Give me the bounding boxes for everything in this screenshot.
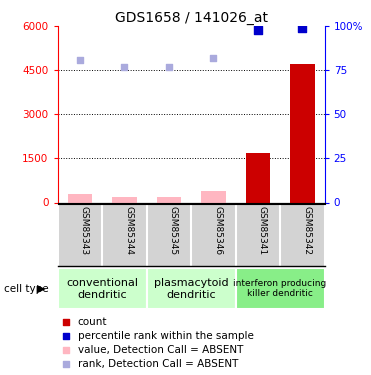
Text: interferon producing
killer dendritic: interferon producing killer dendritic bbox=[233, 279, 327, 298]
Bar bbox=[157, 196, 181, 202]
Text: value, Detection Call = ABSENT: value, Detection Call = ABSENT bbox=[78, 345, 243, 355]
Text: GSM85346: GSM85346 bbox=[213, 206, 222, 255]
Point bbox=[121, 64, 127, 70]
Text: GSM85342: GSM85342 bbox=[302, 206, 311, 255]
Text: GSM85345: GSM85345 bbox=[169, 206, 178, 255]
Point bbox=[299, 25, 305, 31]
Bar bbox=[290, 64, 315, 203]
Bar bbox=[147, 268, 236, 309]
Text: ▶: ▶ bbox=[37, 284, 46, 294]
Bar bbox=[246, 153, 270, 203]
Bar bbox=[201, 191, 226, 202]
Point bbox=[63, 361, 69, 367]
Point bbox=[63, 347, 69, 353]
Text: percentile rank within the sample: percentile rank within the sample bbox=[78, 332, 253, 341]
Point bbox=[166, 64, 172, 70]
Point bbox=[63, 333, 69, 339]
Title: GDS1658 / 141026_at: GDS1658 / 141026_at bbox=[115, 11, 267, 25]
Text: plasmacytoid
dendritic: plasmacytoid dendritic bbox=[154, 278, 229, 300]
Point bbox=[63, 320, 69, 326]
Point bbox=[77, 57, 83, 63]
Text: GSM85343: GSM85343 bbox=[80, 206, 89, 255]
Text: cell type: cell type bbox=[4, 284, 48, 294]
Bar bbox=[68, 194, 92, 202]
Text: GSM85341: GSM85341 bbox=[258, 206, 267, 255]
Bar bbox=[236, 268, 325, 309]
Bar bbox=[112, 197, 137, 202]
Point bbox=[210, 55, 216, 61]
Text: count: count bbox=[78, 317, 107, 327]
Text: rank, Detection Call = ABSENT: rank, Detection Call = ABSENT bbox=[78, 359, 238, 369]
Text: GSM85344: GSM85344 bbox=[124, 206, 133, 255]
Point bbox=[255, 27, 261, 33]
Text: conventional
dendritic: conventional dendritic bbox=[66, 278, 138, 300]
Bar bbox=[58, 268, 147, 309]
